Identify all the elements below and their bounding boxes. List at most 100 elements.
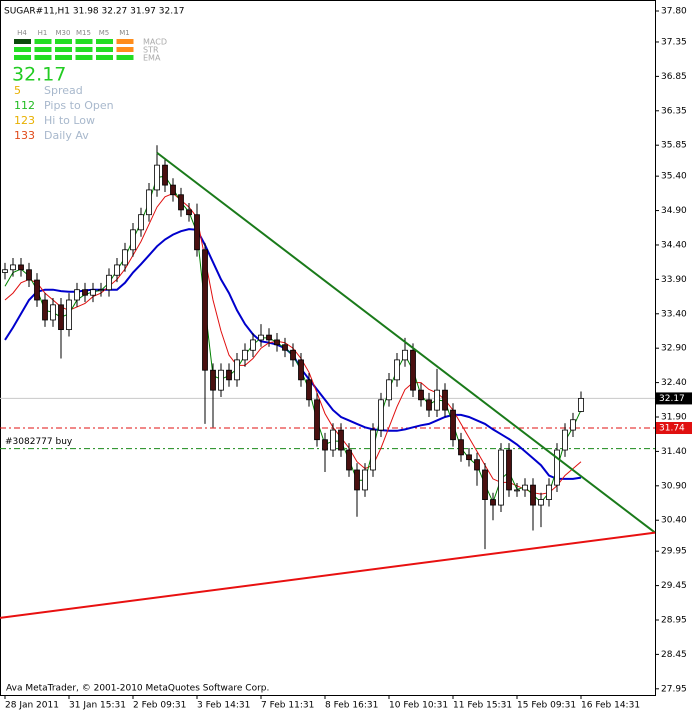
- signal-bar: [55, 47, 72, 52]
- signal-bar: [96, 39, 113, 44]
- timeframe-label: M30: [56, 29, 71, 37]
- y-tick-label: 32.40: [661, 378, 687, 388]
- y-tick-label: 35.40: [661, 172, 687, 182]
- x-tick-label: 2 Feb 09:31: [133, 701, 186, 711]
- candle-body: [194, 214, 200, 251]
- candle-body: [522, 484, 528, 491]
- signal-bar: [34, 47, 52, 52]
- candle-body: [290, 349, 296, 361]
- y-tick-label: 27.95: [661, 684, 687, 694]
- y-tick-label: 34.90: [661, 206, 687, 216]
- signal-bar: [34, 39, 52, 44]
- candle-body: [554, 449, 560, 486]
- candle-body: [530, 484, 536, 506]
- trendline: [0, 531, 656, 619]
- timeframe-label: M5: [99, 29, 110, 37]
- candle-body: [442, 389, 448, 411]
- candle-body: [466, 454, 472, 461]
- candle-body: [250, 339, 256, 351]
- candle-body: [202, 249, 208, 371]
- candle-body: [514, 489, 520, 492]
- candle-body: [146, 189, 152, 216]
- candle-body: [282, 344, 288, 351]
- signal-bar: [116, 47, 134, 52]
- trendline: [156, 151, 656, 534]
- candle-body: [418, 389, 424, 401]
- candle-body: [570, 419, 576, 431]
- last-price-box: [656, 392, 692, 405]
- timeframe-label: H1: [38, 29, 48, 37]
- candle-body: [546, 484, 552, 500]
- level-price-label: 31.74: [659, 424, 685, 434]
- candle-body: [346, 449, 352, 471]
- timeframe-label: H4: [17, 29, 27, 37]
- signal-bar: [116, 55, 134, 60]
- last-price-label: 32.17: [659, 394, 685, 404]
- candle-body: [474, 459, 480, 471]
- candle-body: [154, 164, 160, 191]
- signal-bar: [75, 47, 93, 52]
- candle-body: [186, 209, 192, 216]
- level-label: #3082777 buy: [5, 437, 73, 447]
- candle-body: [74, 289, 80, 301]
- candle-body: [458, 439, 464, 456]
- x-tick-label: 8 Feb 16:31: [325, 701, 378, 711]
- candle-body: [2, 269, 8, 273]
- signal-name: MACD: [143, 38, 167, 47]
- footer: Ava MetaTrader, © 2001-2010 MetaQuotes S…: [6, 684, 269, 694]
- candle-body: [50, 304, 56, 321]
- x-tick-label: 11 Feb 15:31: [453, 701, 512, 711]
- candle-body: [322, 439, 328, 451]
- candle-body: [338, 429, 344, 451]
- candle-body: [378, 399, 384, 431]
- stat-label: Daily Av: [44, 129, 89, 142]
- candle-body: [258, 334, 264, 341]
- x-tick-label: 15 Feb 09:31: [517, 701, 576, 711]
- candle-body: [274, 339, 280, 346]
- x-tick-label: 7 Feb 11:31: [261, 701, 314, 711]
- candle-body: [242, 349, 248, 361]
- y-tick-label: 30.40: [661, 516, 687, 526]
- signal-name: EMA: [143, 54, 161, 63]
- candle-body: [386, 379, 392, 401]
- candle-body: [170, 184, 176, 196]
- y-tick-label: 33.40: [661, 309, 687, 319]
- candle-body: [34, 279, 40, 301]
- stat-label: Hi to Low: [44, 114, 95, 127]
- candle-body: [42, 299, 48, 321]
- candle-body: [226, 369, 232, 381]
- candle-body: [330, 429, 336, 451]
- y-tick-label: 30.90: [661, 481, 687, 491]
- candle-body: [10, 264, 16, 271]
- signal-bar: [14, 55, 31, 60]
- candle-body: [370, 429, 376, 471]
- candle-body: [234, 359, 240, 381]
- stat-label: Spread: [44, 84, 83, 97]
- y-tick-label: 28.45: [661, 650, 687, 660]
- timeframe-label: M15: [76, 29, 91, 37]
- candle-body: [82, 289, 88, 296]
- candle-body: [482, 469, 488, 500]
- candle-body: [306, 379, 312, 401]
- y-tick-label: 35.85: [661, 141, 687, 151]
- stat-value: 133: [14, 129, 35, 142]
- plot-area: #3082777 buy: [0, 145, 656, 619]
- signal-bar: [116, 39, 134, 44]
- candle-body: [218, 369, 224, 391]
- level-price-box: [656, 422, 692, 435]
- x-tick-label: 10 Feb 10:31: [389, 701, 448, 711]
- stat-value: 112: [14, 99, 35, 112]
- x-tick-label: 16 Feb 14:31: [581, 701, 640, 711]
- y-tick-label: 36.35: [661, 106, 687, 116]
- candle-body: [298, 359, 304, 381]
- signal-bar: [14, 39, 31, 44]
- candle-body: [490, 499, 496, 506]
- candle-body: [434, 389, 440, 411]
- signal-bar: [55, 39, 72, 44]
- candle-body: [426, 399, 432, 411]
- candle-body: [562, 429, 568, 451]
- signal-bar: [14, 47, 31, 52]
- candle-body: [402, 349, 408, 361]
- candle-body: [538, 499, 544, 506]
